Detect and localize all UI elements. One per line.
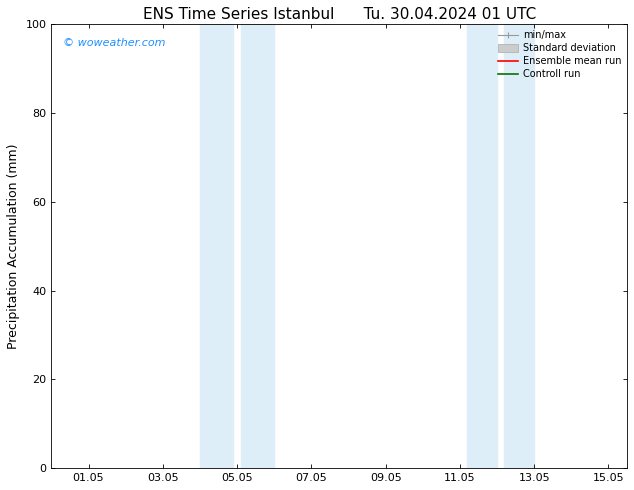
Bar (505, 24, 534, 468)
Bar (200, 24, 233, 468)
Y-axis label: Precipitation Accumulation (mm): Precipitation Accumulation (mm) (7, 144, 20, 349)
Bar (467, 24, 497, 468)
Bar (241, 24, 275, 468)
Title: ENS Time Series Istanbul      Tu. 30.04.2024 01 UTC: ENS Time Series Istanbul Tu. 30.04.2024 … (143, 7, 536, 22)
Legend: min/max, Standard deviation, Ensemble mean run, Controll run: min/max, Standard deviation, Ensemble me… (495, 26, 625, 83)
Text: © woweather.com: © woweather.com (63, 38, 165, 48)
